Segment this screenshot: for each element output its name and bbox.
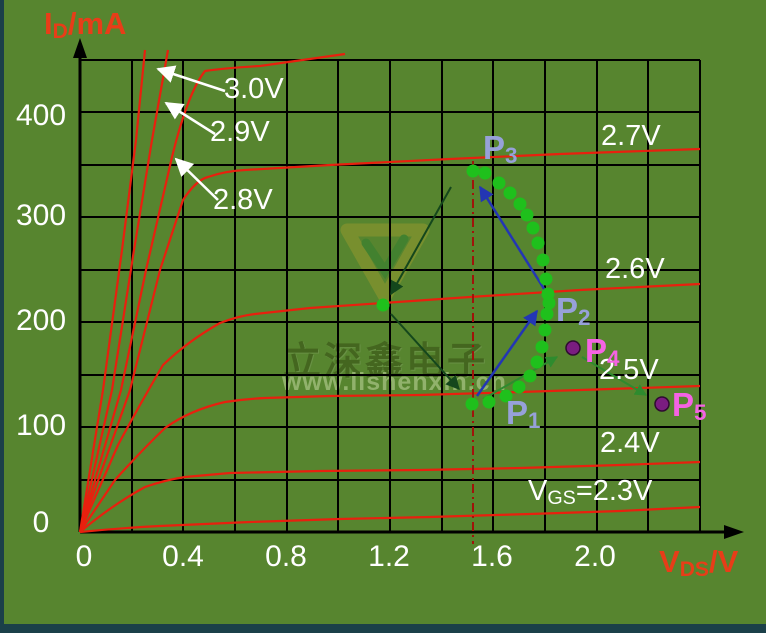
arrow-p3-to-dot-icon bbox=[390, 186, 452, 296]
watermark-url: www.lishenxin.cn bbox=[282, 368, 507, 396]
arrow-3.0v-icon bbox=[156, 65, 226, 93]
p5-dot bbox=[654, 396, 670, 412]
curve-label-2.9v: 2.9V bbox=[210, 116, 270, 148]
curve-label-2.6v: 2.6V bbox=[605, 253, 665, 285]
arrow-2.9v-icon bbox=[164, 101, 216, 136]
bottom-border-bar bbox=[0, 624, 766, 633]
curve-2.7v bbox=[78, 147, 701, 533]
curve-label-2.8v: 2.8V bbox=[213, 184, 273, 216]
arrow-dot-to-p1-icon bbox=[390, 313, 460, 391]
watermark-logo bbox=[340, 223, 430, 304]
curve-3.0v bbox=[78, 49, 147, 533]
arrow-p2-to-p3-icon bbox=[478, 185, 548, 293]
x-tick-0: 0 bbox=[75, 540, 93, 573]
y-axis-arrowhead bbox=[73, 38, 87, 58]
y-tick-0: 0 bbox=[32, 506, 50, 539]
curve-2.8v bbox=[78, 52, 346, 533]
curve-2.3v bbox=[79, 505, 701, 534]
y-tick-200: 200 bbox=[15, 304, 67, 337]
curve-label-2.4v: 2.4V bbox=[600, 427, 660, 459]
x-tick-0.8: 0.8 bbox=[265, 540, 307, 573]
x-tick-0.4: 0.4 bbox=[162, 540, 204, 573]
y-tick-400: 400 bbox=[15, 99, 67, 132]
arrow-p1-to-p2-icon bbox=[475, 309, 539, 397]
p4-dot bbox=[565, 340, 581, 356]
curve-label-vgs-2.3v: VGS=2.3V bbox=[528, 475, 653, 509]
grid bbox=[79, 59, 701, 532]
curve-label-2.5v: 2.5V bbox=[599, 354, 659, 386]
arrow-2.8v-icon bbox=[174, 157, 219, 201]
axes bbox=[78, 52, 730, 534]
curve-label-3.0v: 3.0V bbox=[224, 73, 284, 105]
y-axis-title: ID/mA bbox=[44, 6, 127, 43]
x-axis-arrowhead bbox=[724, 525, 744, 539]
trajectory-arrows bbox=[390, 185, 648, 400]
curve-2.9v bbox=[78, 49, 170, 533]
curve-2.6v bbox=[78, 282, 701, 533]
arrow-p4-to-p5-icon bbox=[581, 356, 648, 396]
p2-label: P2 bbox=[556, 291, 591, 331]
x-axis-title: VDS/V bbox=[659, 544, 739, 581]
trajectory-dots bbox=[376, 164, 556, 411]
p4-label: P4 bbox=[585, 332, 620, 372]
left-border bbox=[0, 0, 4, 633]
x-tick-1.6: 1.6 bbox=[471, 540, 513, 573]
curve-label-2.7v: 2.7V bbox=[601, 120, 661, 152]
y-tick-100: 100 bbox=[15, 409, 67, 442]
p3-label: P3 bbox=[483, 129, 518, 169]
arrow-p1-to-p4-icon bbox=[482, 356, 559, 400]
curve-2.4v bbox=[79, 460, 701, 533]
x-tick-2.0: 2.0 bbox=[574, 540, 616, 573]
curve-2.5v bbox=[79, 384, 701, 533]
p5-label: P5 bbox=[672, 386, 707, 426]
x-tick-1.2: 1.2 bbox=[368, 540, 410, 573]
white-pointer-arrows bbox=[156, 65, 226, 201]
p1-label: P1 bbox=[506, 394, 541, 434]
y-tick-300: 300 bbox=[15, 199, 67, 232]
vgs-curves bbox=[78, 49, 701, 534]
